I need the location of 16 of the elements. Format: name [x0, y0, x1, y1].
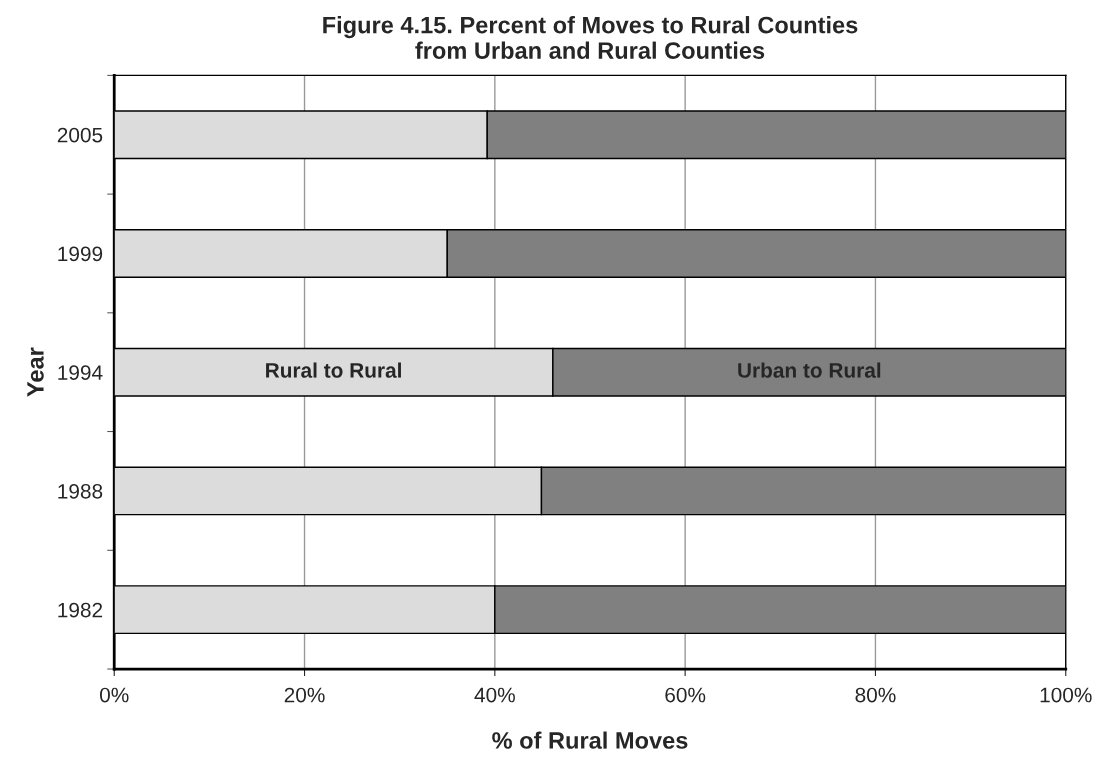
x-axis-title: % of Rural Moves [492, 731, 688, 749]
x-tick-label: 60% [665, 687, 706, 703]
series-label: Rural to Rural [266, 362, 401, 378]
series-label: Urban to Rural [738, 362, 881, 378]
y-tick-label: 1999 [58, 246, 103, 262]
y-tick-label: 1982 [58, 602, 103, 618]
x-tick-label: 0% [99, 687, 129, 703]
y-tick-label: 2005 [57, 127, 103, 143]
chart-title: Figure 4.15. Percent of Moves to Rural Counties from Urban and Rural Counties [323, 16, 858, 59]
x-tick-label: 80% [855, 687, 896, 703]
x-tick-label: 20% [284, 687, 325, 703]
x-tick-label: 40% [474, 687, 515, 703]
y-tick-label: 1994 [58, 365, 103, 380]
x-tick-label: 100% [1040, 687, 1092, 703]
y-axis-title: Year [27, 347, 44, 397]
y-tick-label: 1988 [58, 483, 103, 499]
